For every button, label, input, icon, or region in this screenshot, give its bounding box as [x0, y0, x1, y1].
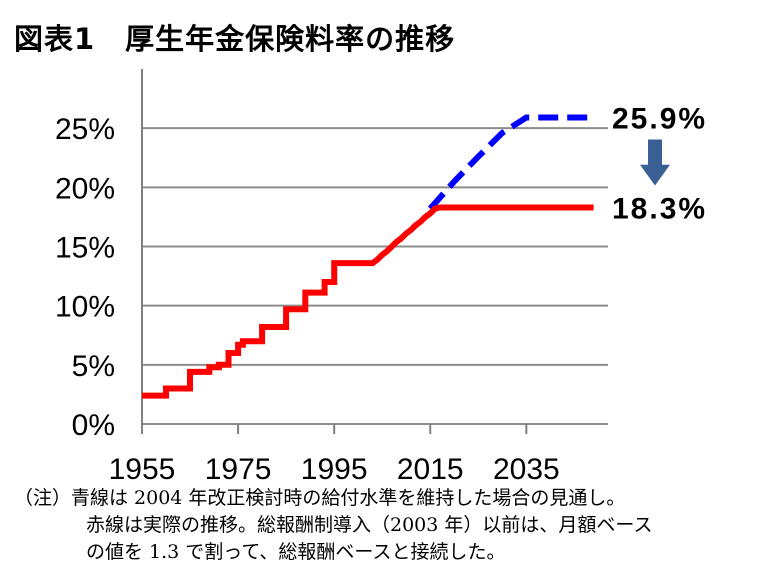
y-axis-ticks: 0% 5% 10% 15% 20% 25% [55, 113, 115, 442]
down-arrow-shape [640, 139, 670, 186]
footnote: （注）青線は 2004 年改正検討時の給付水準を維持した場合の見通し。 赤線は実… [14, 485, 759, 566]
series-blue-line [427, 114, 594, 211]
x-tick-label: 1975 [205, 453, 272, 480]
chart-title: 図表1 厚生年金保険料率の推移 [14, 22, 456, 56]
footnote-line-2: 赤線は実際の推移。総報酬制導入（2003 年）以前は、月額ベース [86, 514, 653, 536]
label-25-9: 25.9% [612, 103, 707, 136]
x-axis-ticks: 1955 1975 1995 2015 2035 [109, 424, 560, 480]
x-tick-label: 2035 [493, 453, 560, 480]
y-tick-label: 15% [55, 232, 115, 265]
x-tick-label: 2015 [397, 453, 464, 480]
down-arrow-icon [640, 139, 670, 186]
x-tick-label: 1955 [109, 453, 176, 480]
x-tick-label: 1995 [301, 453, 368, 480]
y-tick-label: 10% [55, 291, 115, 324]
y-tick-label: 5% [72, 350, 115, 383]
y-tick-label: 25% [55, 113, 115, 146]
y-tick-label: 0% [72, 409, 115, 442]
series-red-line [142, 204, 594, 399]
end-labels: 25.9% 18.3% [612, 103, 707, 226]
footnote-line-3: の値を 1.3 で割って、総報酬ベースと接続した。 [86, 541, 506, 563]
chart: 0% 5% 10% 15% 20% 25% 1955 1975 1995 2015 2035 25… [55, 69, 707, 480]
grid-lines [142, 127, 608, 425]
y-tick-label: 20% [55, 172, 115, 205]
label-18-3: 18.3% [612, 192, 707, 225]
series-lines [142, 114, 594, 399]
footnote-line-1: （注）青線は 2004 年改正検討時の給付水準を維持した場合の見通し。 [14, 487, 626, 509]
